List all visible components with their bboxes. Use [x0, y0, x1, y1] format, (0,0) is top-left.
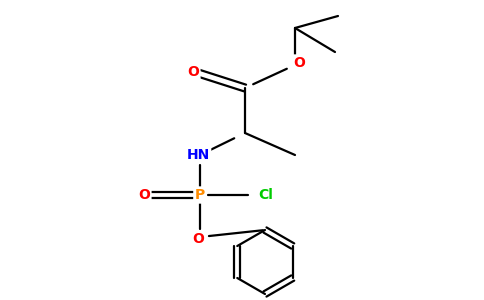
Text: O: O: [138, 188, 150, 202]
Text: O: O: [192, 232, 204, 246]
Text: HN: HN: [186, 148, 210, 162]
Text: O: O: [293, 56, 305, 70]
Text: O: O: [187, 65, 199, 79]
Text: Cl: Cl: [258, 188, 273, 202]
Text: P: P: [195, 188, 205, 202]
